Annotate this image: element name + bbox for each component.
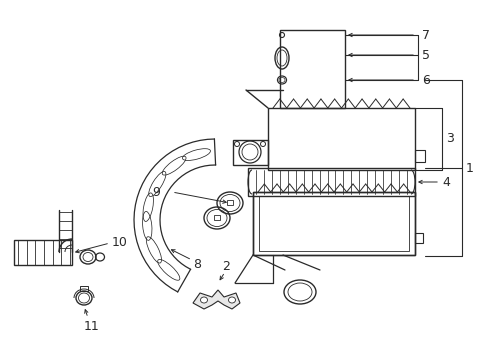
Bar [80, 286, 88, 291]
Text: 6: 6 [421, 73, 429, 86]
Bar [232, 140, 267, 165]
Text: 7: 7 [421, 28, 429, 41]
Bar [414, 233, 422, 243]
Text: 5: 5 [421, 49, 429, 62]
Text: 2: 2 [222, 260, 229, 273]
Bar [14, 240, 72, 265]
Bar [252, 192, 414, 255]
Bar [259, 196, 408, 251]
Bar [267, 108, 414, 170]
Text: 8: 8 [193, 257, 201, 270]
Bar [280, 30, 345, 108]
Text: 3: 3 [445, 131, 453, 144]
Polygon shape [193, 290, 240, 309]
Bar [226, 200, 232, 205]
Text: 1: 1 [465, 162, 473, 175]
Text: 11: 11 [84, 320, 100, 333]
Text: 4: 4 [441, 176, 449, 189]
Bar [247, 168, 414, 196]
Ellipse shape [200, 297, 207, 303]
Bar [214, 215, 220, 220]
Bar [414, 150, 424, 162]
Ellipse shape [228, 297, 235, 303]
Text: 10: 10 [112, 237, 128, 249]
Text: 9: 9 [152, 185, 160, 198]
